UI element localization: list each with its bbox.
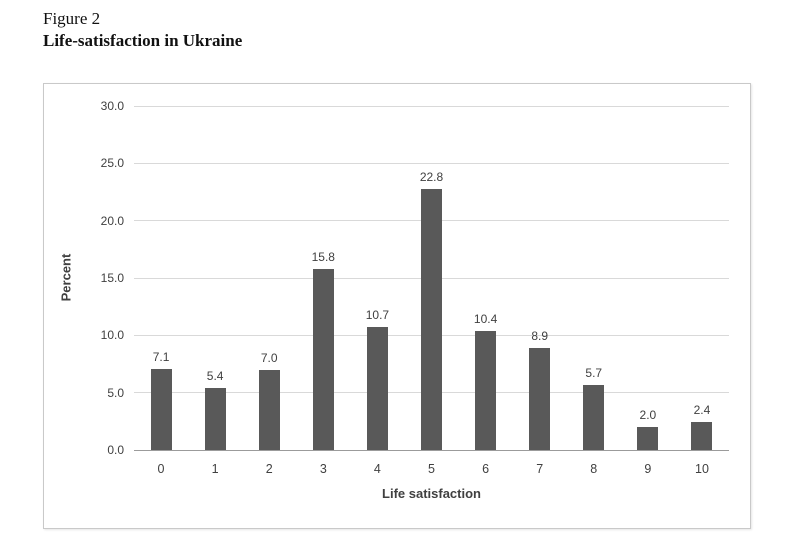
bar <box>421 188 442 450</box>
bar-value-label: 2.0 <box>639 408 657 423</box>
bar-value-label: 7.0 <box>260 350 278 365</box>
bar-value-label: 10.7 <box>365 308 390 323</box>
gridline <box>134 105 729 107</box>
y-tick-label: 15.0 <box>100 271 124 285</box>
x-tick-label: 2 <box>265 462 273 476</box>
bar <box>529 347 551 450</box>
y-tick-label: 10.0 <box>100 328 124 343</box>
y-tick-label: 25.0 <box>100 156 124 171</box>
bar <box>258 369 280 450</box>
x-axis-title: Life satisfaction <box>382 486 481 501</box>
bar-value-label: 5.7 <box>585 365 603 380</box>
bar-value-label: 15.8 <box>311 249 335 264</box>
bar-value-label: 7.1 <box>152 349 170 364</box>
x-tick-label: 7 <box>536 462 544 476</box>
bar <box>312 268 334 450</box>
bar <box>150 368 172 450</box>
y-axis-labels: 0.0 5.0 10.0 15.0 20.0 25.0 30.0 <box>44 99 124 457</box>
figure-caption: Figure 2 Life-satisfaction in Ukraine <box>43 8 242 52</box>
bar-value-label: 5.4 <box>206 369 224 384</box>
chart-frame: Percent 0.0 5.0 10.0 15.0 20.0 25.0 30.0 7.1 5.… <box>43 83 751 529</box>
bar <box>691 422 713 450</box>
bar <box>637 427 659 450</box>
gridline <box>134 162 729 164</box>
x-tick-label: 1 <box>211 462 219 476</box>
bar-value-label: 10.4 <box>473 311 498 326</box>
bar <box>583 384 605 450</box>
y-tick-label: 5.0 <box>107 385 124 400</box>
bar-value-label: 22.8 <box>419 169 444 184</box>
bar <box>475 330 497 450</box>
bar <box>366 327 388 450</box>
x-tick-label: 10 <box>695 462 709 476</box>
bar-value-label: 8.9 <box>531 328 549 343</box>
x-tick-label: 0 <box>157 462 165 476</box>
y-tick-label: 20.0 <box>100 213 124 228</box>
x-tick-label: 4 <box>373 462 381 476</box>
x-axis-labels: 0 1 2 3 4 5 6 7 8 9 10 <box>134 462 729 480</box>
figure-title: Life-satisfaction in Ukraine <box>43 31 243 51</box>
bar <box>204 388 226 450</box>
x-tick-label: 6 <box>482 462 490 476</box>
y-tick-label: 30.0 <box>100 99 124 113</box>
x-tick-label: 3 <box>319 462 327 476</box>
figure-label: Figure 2 <box>43 9 101 28</box>
bar-value-label: 2.4 <box>693 403 711 418</box>
plot-area: 7.1 5.4 7.0 15.8 10.7 22.8 10.4 8.9 5.7 2.0 2.4 <box>134 105 729 451</box>
y-tick-label: 0.0 <box>107 443 124 457</box>
x-tick-label: 9 <box>644 462 652 476</box>
x-tick-label: 5 <box>428 462 435 476</box>
x-tick-label: 8 <box>590 462 598 476</box>
